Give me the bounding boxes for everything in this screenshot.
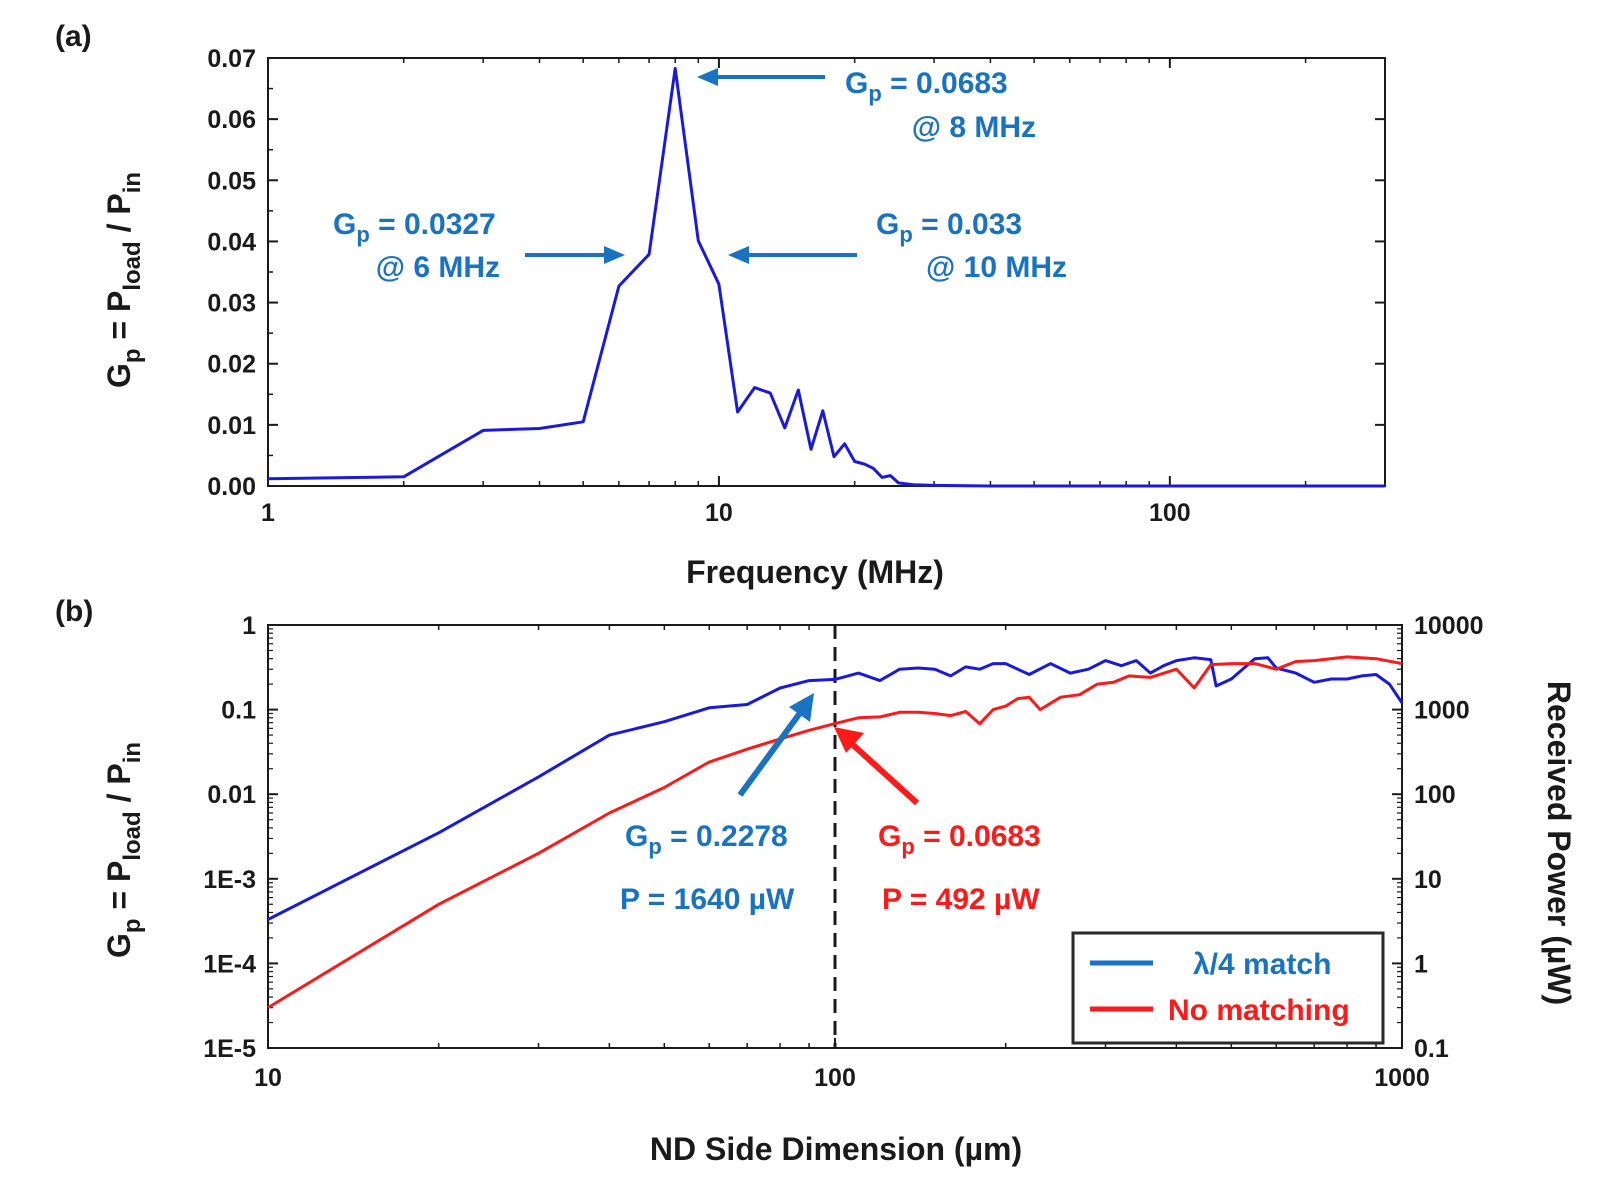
panel-b-chart: (b) 1E-5 1E-4 1E-3 0.01 0.1 1 0.1 1 10 100 1000 100… [55,595,1577,1167]
arrow-peak-head [697,68,718,86]
panel-a-x-tick-label: 10 [705,499,733,527]
annotation-peak-line2: @ 8 MHz [912,111,1036,144]
panel-a-y-tick-label: 0.05 [207,167,256,195]
panel-b-plot-area: 1E-5 1E-4 1E-3 0.01 0.1 1 0.1 1 10 100 1000 10000 10… [203,612,1483,1092]
annotation-peak-8mhz: Gp = 0.0683 @ 8 MHz [845,67,1036,144]
panel-a-x-tick-label: 100 [1149,499,1191,527]
annotation-10mhz: Gp = 0.033 @ 10 MHz [876,208,1067,284]
panel-a-y-tick-label: 0.00 [207,473,256,501]
panel-a-y-tick-label: 0.06 [207,106,256,134]
panel-a-y-tick-label: 0.02 [207,351,256,379]
panel-b-y2-tick-label: 10 [1414,866,1442,894]
panel-b-y2-axis-label: Received Power (µW) [1541,681,1577,1005]
legend-box [1071,931,1385,1045]
annotation-arrows-a [525,68,857,264]
arrow-10mhz-head [728,246,749,264]
panel-b-label: (b) [55,595,93,628]
arrow-6mhz-head [604,246,625,264]
annotation-matched-power: P = 1640 µW [620,883,795,916]
annotation-arrows-b [737,693,920,806]
panel-b-y-tick-label: 1E-5 [203,1035,256,1063]
annotation-10mhz-line1: Gp = 0.033 [876,208,1022,247]
panel-b-y-tick-label: 1E-3 [203,866,256,894]
arrow-matched-head [789,693,814,722]
arrow-unmatched-line [849,741,920,806]
annotation-6mhz: Gp = 0.0327 @ 6 MHz [333,208,500,284]
panel-b-y2-tick-label: 10000 [1414,612,1484,640]
legend: λ/4 match No matching [1071,931,1385,1045]
panel-a-y-tick-label: 0.01 [207,412,256,440]
annotation-unmatched-power: P = 492 µW [882,883,1040,916]
panel-a-x-tick-label: 1 [261,499,275,527]
panel-b-series-unmatched [267,655,1403,1009]
annotation-6mhz-line1: Gp = 0.0327 [333,208,496,247]
arrow-matched-line [737,711,803,797]
panel-b-y-tick-label: 0.1 [221,697,256,725]
panel-a-y-tick-label: 0.04 [207,228,256,256]
annotation-matched-gp: Gp = 0.2278 [625,820,788,859]
panel-b-y-tick-label: 0.01 [207,781,256,809]
legend-label-unmatched: No matching [1168,994,1350,1027]
panel-b-series-matched [267,656,1404,921]
annotation-unmatched-gp: Gp = 0.0683 [878,820,1041,859]
panel-b-y2-tick-label: 100 [1414,781,1456,809]
annotation-peak-line1: Gp = 0.0683 [845,67,1008,106]
panel-a-y-tick-label: 0.03 [207,290,256,318]
panel-b-y-tick-label: 1E-4 [203,950,256,978]
panel-a-chart: (a) 0.00 0.01 0.02 0.03 0.04 0.05 0.06 0.07 1 10 1… [55,20,1386,590]
panel-a-series-line [267,66,1385,488]
panel-b-y2-tick-label: 0.1 [1414,1035,1449,1063]
panel-b-x-axis-label: ND Side Dimension (µm) [650,1131,1022,1167]
panel-a-y-axis-label: Gp = Pload / Pin [101,172,146,388]
panel-a-plot-area: 0.00 0.01 0.02 0.03 0.04 0.05 0.06 0.07 1 10 100 [207,45,1386,527]
arrow-unmatched-head [834,727,864,753]
panel-b-y-axis-label: Gp = Pload / Pin [101,742,146,958]
panel-b-x-tick-label: 10 [254,1064,282,1092]
panel-b-y2-tick-label: 1 [1414,950,1428,978]
panel-a-x-axis-label: Frequency (MHz) [686,554,944,590]
panel-a-y-tick-label: 0.07 [207,45,256,73]
annotation-10mhz-line2: @ 10 MHz [926,251,1067,284]
panel-b-x-tick-label: 1000 [1374,1064,1430,1092]
annotation-matched: Gp = 0.2278 P = 1640 µW [620,820,795,916]
legend-label-matched: λ/4 match [1193,948,1331,981]
panel-b-x-tick-label: 100 [814,1064,856,1092]
panel-b-y-tick-label: 1 [242,612,256,640]
annotation-unmatched: Gp = 0.0683 P = 492 µW [878,820,1041,916]
annotation-6mhz-line2: @ 6 MHz [376,251,500,284]
panel-b-y2-tick-label: 1000 [1414,697,1470,725]
panel-a-label: (a) [55,20,92,53]
